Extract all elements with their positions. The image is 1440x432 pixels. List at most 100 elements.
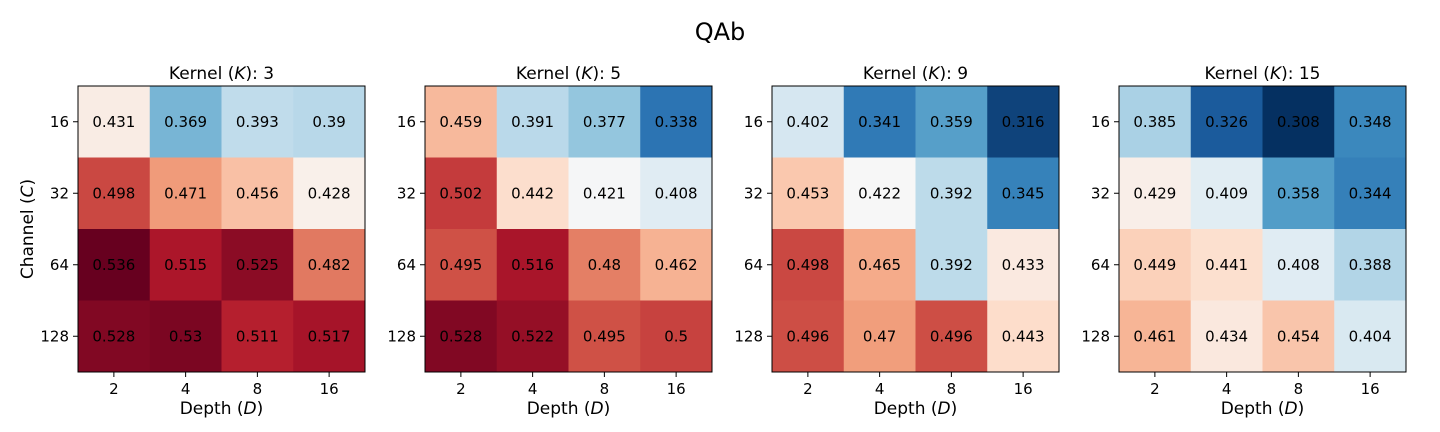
y-tick-label: 16	[1091, 113, 1110, 131]
heatmap-cell	[1190, 300, 1263, 373]
y-axis-label: Channel (C)	[18, 179, 38, 279]
cell-value-label: 0.442	[511, 184, 554, 202]
cell-value-label: 0.536	[92, 256, 135, 274]
x-tick-label: 16	[1361, 380, 1380, 398]
cell-value-label: 0.502	[439, 184, 482, 202]
heatmap-cell	[1262, 229, 1335, 301]
cell-value-label: 0.348	[1349, 113, 1392, 131]
heatmap-panel: 0.385 0.326 0.308 0.348 0.429 0.409 0.358 0.344…	[1081, 64, 1407, 419]
cell-value-label: 0.392	[930, 256, 973, 274]
x-axis-label: Depth (D)	[527, 399, 611, 419]
x-tick-label: 8	[600, 380, 610, 398]
x-axis-label-prefix: Depth (	[1221, 399, 1285, 419]
cell-value-label: 0.434	[1205, 327, 1248, 345]
cell-value-label: 0.454	[1277, 327, 1320, 345]
y-tick-label: 128	[734, 327, 763, 345]
y-tick-label: 32	[1091, 184, 1110, 202]
cell-value-label: 0.404	[1349, 327, 1392, 345]
x-tick-label: 8	[947, 380, 957, 398]
heatmap-cell	[772, 229, 845, 301]
cell-value-label: 0.5	[664, 327, 688, 345]
cell-value-label: 0.459	[439, 113, 482, 131]
cell-value-label: 0.344	[1349, 184, 1392, 202]
heatmap-cell	[568, 157, 641, 230]
cell-value-label: 0.326	[1205, 113, 1248, 131]
heatmap-cell	[1119, 229, 1192, 301]
heatmap-cell	[221, 300, 294, 373]
cell-value-label: 0.498	[92, 184, 135, 202]
heatmap-cell	[425, 157, 498, 230]
x-tick-label: 2	[1150, 380, 1160, 398]
cell-value-label: 0.441	[1205, 256, 1248, 274]
cell-value-label: 0.358	[1277, 184, 1320, 202]
cell-value-label: 0.53	[169, 327, 202, 345]
heatmap-cell	[568, 86, 641, 158]
x-tick-label: 8	[253, 380, 263, 398]
x-axis-label: Depth (D)	[874, 399, 958, 419]
heatmap-cell	[221, 229, 294, 301]
x-tick-label: 4	[528, 380, 538, 398]
plot-frame	[1118, 85, 1407, 373]
x-tick-label: 4	[181, 380, 191, 398]
cell-value-label: 0.525	[236, 256, 279, 274]
cell-value-label: 0.345	[1002, 184, 1045, 202]
heatmap-cell	[78, 300, 151, 373]
cell-value-label: 0.391	[511, 113, 554, 131]
heatmap-cell	[1119, 86, 1192, 158]
heatmap-cell	[496, 229, 569, 301]
heatmap-cell	[78, 229, 151, 301]
heatmap-cell	[496, 157, 569, 230]
y-tick-label: 16	[744, 113, 763, 131]
heatmap-cell	[915, 86, 988, 158]
panel-title-variable: K	[234, 64, 247, 84]
cell-value-label: 0.369	[164, 113, 207, 131]
heatmap-cell	[640, 229, 713, 301]
x-axis-label-prefix: Depth (	[180, 399, 244, 419]
cell-value-label: 0.392	[930, 184, 973, 202]
x-axis-label-suffix: )	[604, 399, 611, 419]
cell-value-label: 0.377	[583, 113, 626, 131]
cell-value-label: 0.498	[786, 256, 829, 274]
panel-title-suffix: ): 3	[246, 64, 275, 84]
heatmap-cell	[1190, 157, 1263, 230]
x-tick-label: 16	[667, 380, 686, 398]
cell-value-label: 0.449	[1133, 256, 1176, 274]
heatmap-cell	[772, 300, 845, 373]
heatmap-cell	[987, 86, 1060, 158]
heatmap-cell	[843, 300, 916, 373]
cell-value-label: 0.453	[786, 184, 829, 202]
y-tick-label: 128	[40, 327, 69, 345]
cell-value-label: 0.495	[439, 256, 482, 274]
cell-value-label: 0.482	[308, 256, 351, 274]
cell-value-label: 0.429	[1133, 184, 1176, 202]
cell-value-label: 0.428	[308, 184, 351, 202]
heatmap-panels: 0.431 0.369 0.393 0.39 0.498 0.471 0.456 0.428 0…	[18, 64, 1407, 419]
heatmap-cell	[293, 300, 366, 373]
cell-value-label: 0.385	[1133, 113, 1176, 131]
cell-value-label: 0.408	[1277, 256, 1320, 274]
cell-value-label: 0.461	[1133, 327, 1176, 345]
panel-title-prefix: Kernel (	[863, 64, 928, 84]
cell-value-label: 0.341	[858, 113, 901, 131]
heatmap-cell	[640, 86, 713, 158]
heatmap-cell	[149, 300, 222, 373]
x-tick-label: 2	[109, 380, 119, 398]
heatmap-cell	[1190, 86, 1263, 158]
cell-value-label: 0.462	[655, 256, 698, 274]
panel-title-suffix: ): 15	[1281, 64, 1320, 84]
panel-title-variable: K	[928, 64, 941, 84]
figure-title: QAb	[695, 18, 746, 46]
heatmap-cell	[293, 86, 366, 158]
x-tick-label: 2	[456, 380, 466, 398]
y-tick-label: 32	[50, 184, 69, 202]
y-axis-label-suffix: )	[18, 179, 38, 186]
y-tick-label: 16	[50, 113, 69, 131]
panel-title-suffix: ): 9	[940, 64, 969, 84]
panel-title-variable: K	[581, 64, 594, 84]
x-tick-label: 16	[1014, 380, 1033, 398]
heatmap-cell	[1262, 157, 1335, 230]
heatmap-cell	[221, 157, 294, 230]
panel-title: Kernel (K): 15	[1204, 64, 1320, 84]
x-tick-label: 4	[875, 380, 885, 398]
panel-title-prefix: Kernel (	[516, 64, 581, 84]
